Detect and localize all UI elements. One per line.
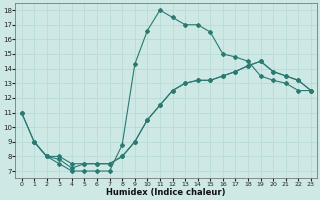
X-axis label: Humidex (Indice chaleur): Humidex (Indice chaleur) — [107, 188, 226, 197]
